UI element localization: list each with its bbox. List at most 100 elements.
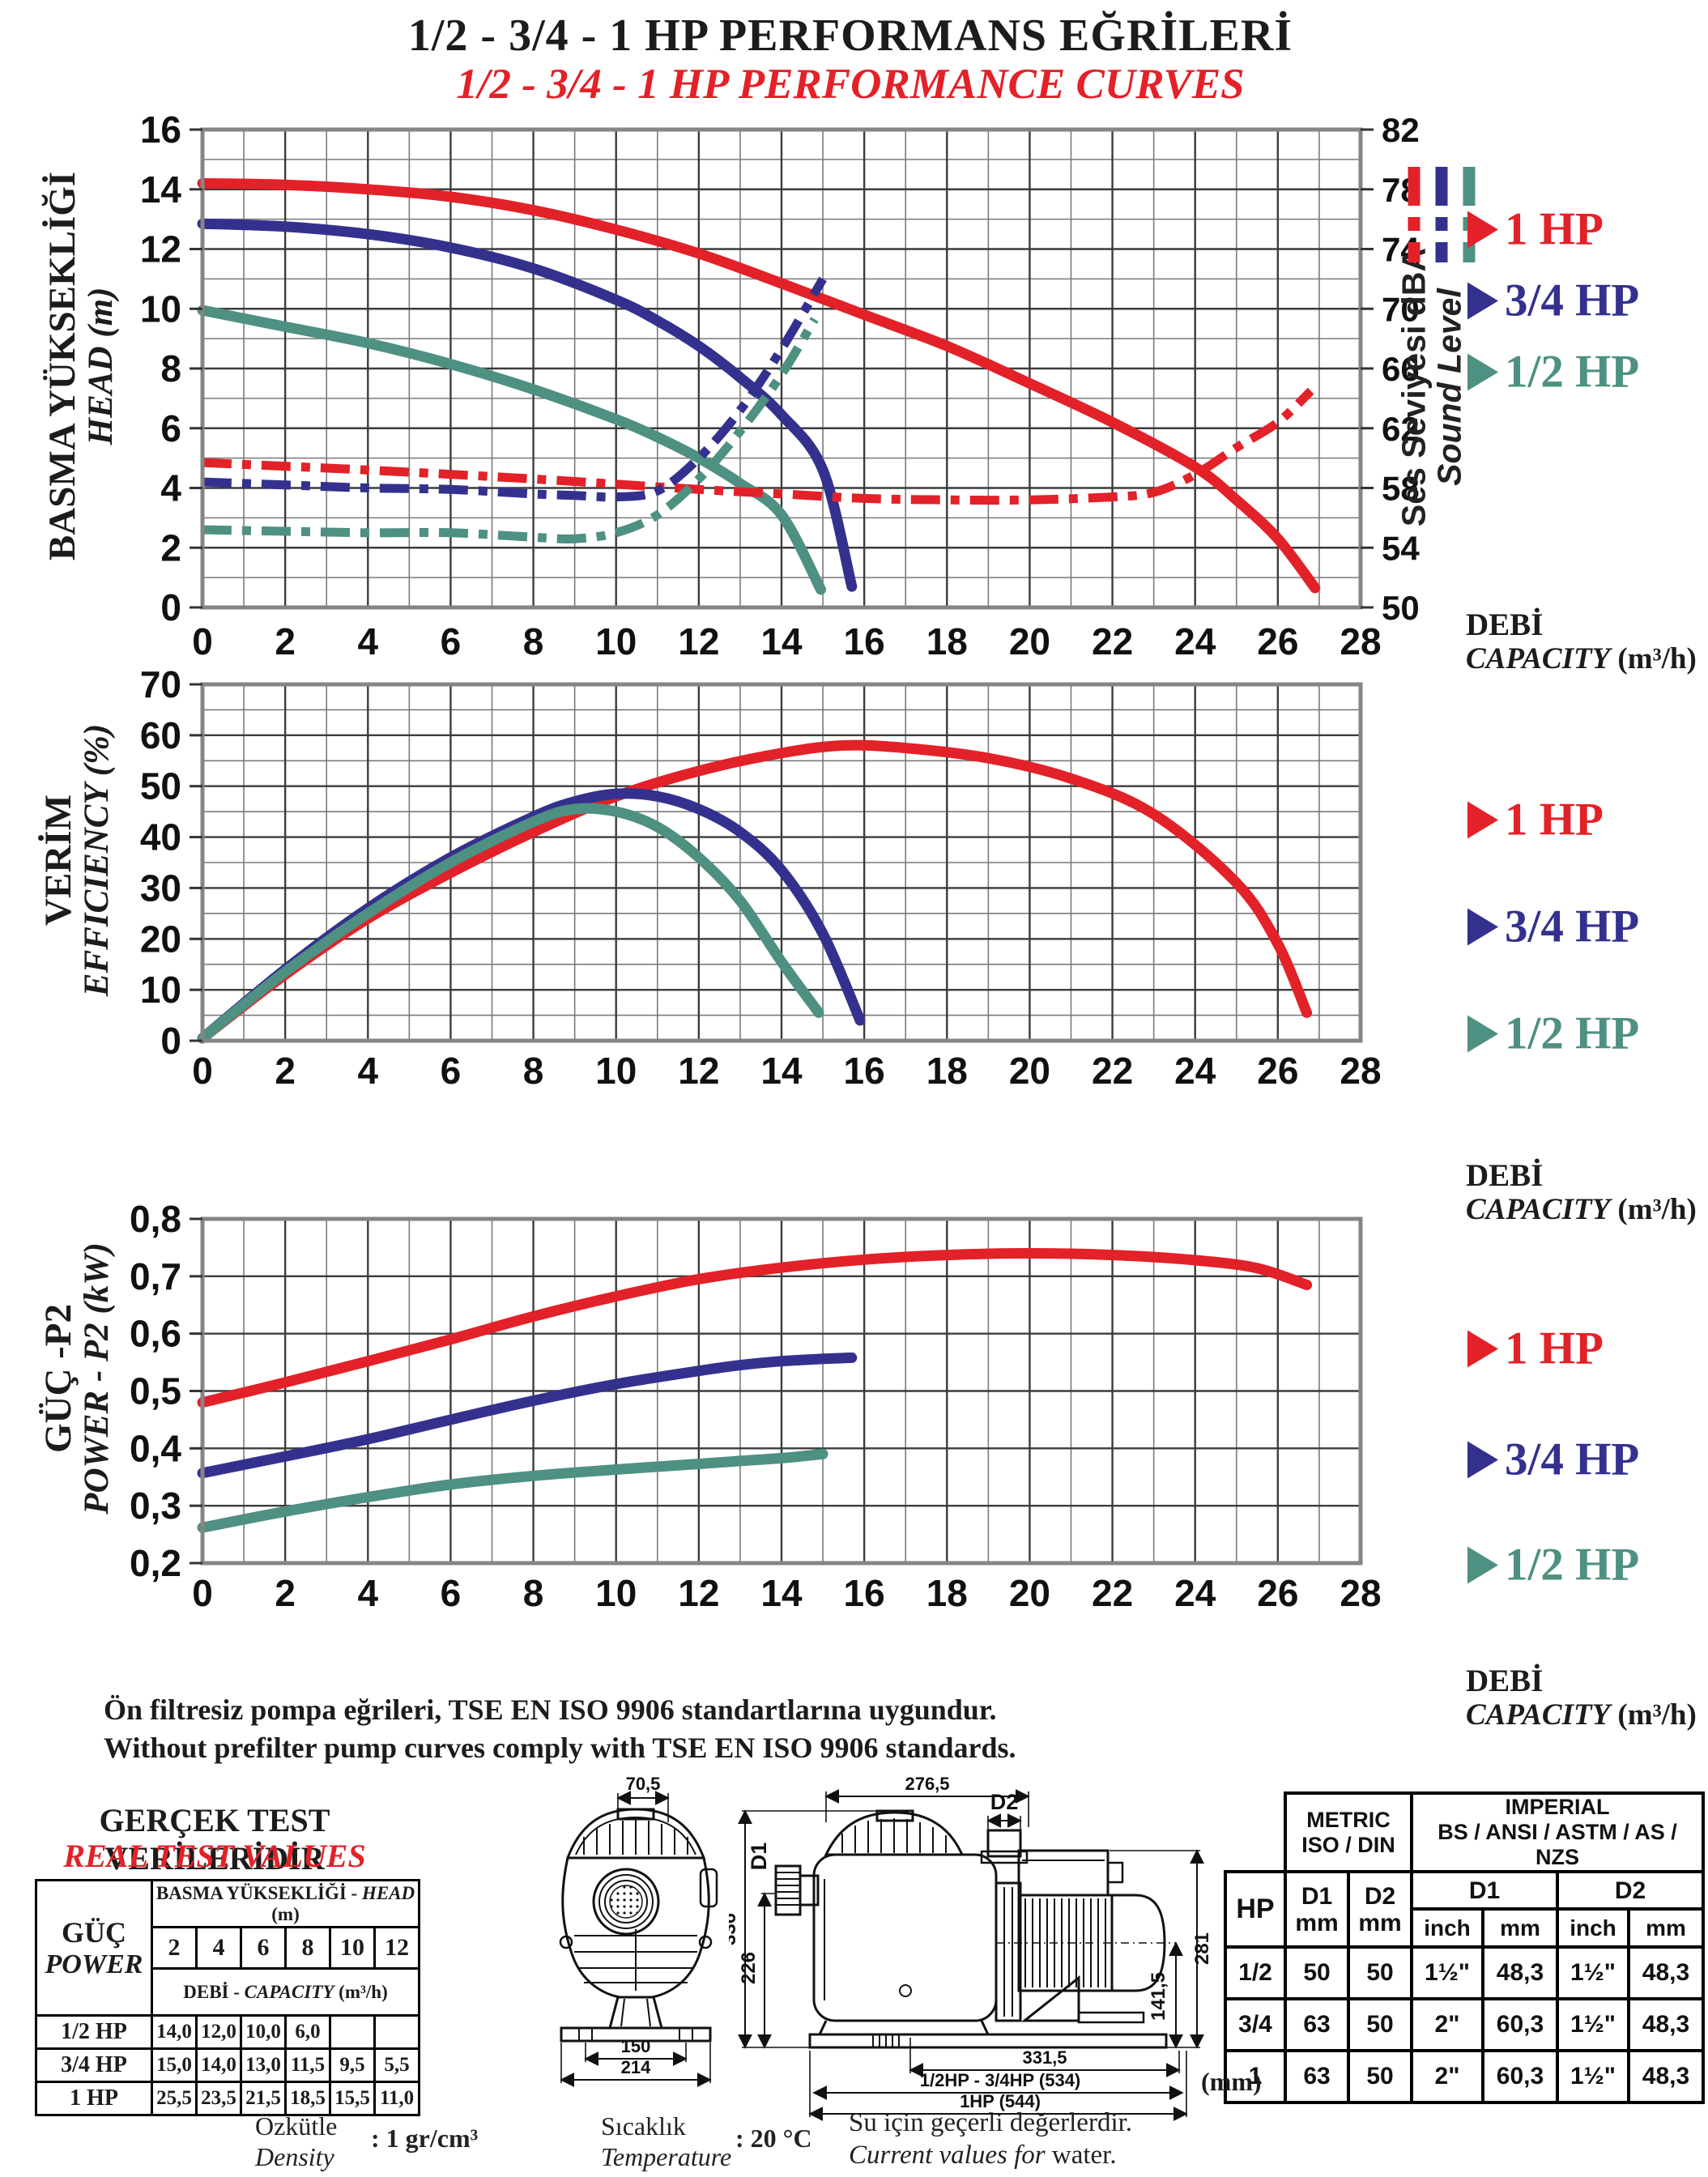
svg-text:0,7: 0,7 — [130, 1255, 181, 1297]
table-row: 1/2 50 50 1½" 48,3 1½" 48,3 — [1224, 1945, 1705, 2001]
svg-text:28: 28 — [1340, 1572, 1381, 1614]
svg-text:0,4: 0,4 — [130, 1427, 181, 1469]
svg-text:8: 8 — [160, 347, 181, 390]
pow-y-label-en: POWER - P2 (kW) — [78, 1242, 117, 1515]
legend-label: 3/4 HP — [1505, 901, 1640, 952]
legend-arrow-icon — [1467, 1441, 1498, 1478]
head-col: 2 — [151, 1926, 198, 1970]
eff-chart-x-axis-caption: DEBİ CAPACITY (m³/h) — [1466, 1159, 1697, 1227]
3-4-hp-sound-level-dba-curve — [202, 276, 827, 502]
row-label: 1/2 HP — [35, 2014, 153, 2050]
imperial-d2-header: D2 — [1556, 1870, 1705, 1911]
mm-unit-note: (mm) — [1201, 2067, 1262, 2096]
3-4-hp-efficiency-curve — [197, 788, 866, 1044]
dim-336: 336 — [729, 1913, 740, 1945]
svg-text:14: 14 — [140, 168, 182, 211]
1-2-hp-head-curve — [197, 305, 826, 595]
real-test-title-tr: GERÇEK TEST VERİLERİDİR — [99, 1802, 330, 1877]
svg-text:28: 28 — [1340, 620, 1381, 662]
head-col: 8 — [284, 1926, 331, 1970]
svg-text:24: 24 — [1174, 1572, 1216, 1614]
hp-header: HP — [1224, 1870, 1287, 1949]
legend-arrow-icon — [1467, 353, 1498, 390]
legend-arrow-icon — [1467, 1546, 1498, 1583]
svg-text:26: 26 — [1257, 1050, 1298, 1092]
density-value: : 1 gr/cm³ — [371, 2124, 479, 2153]
svg-text:22: 22 — [1092, 1050, 1133, 1092]
svg-text:10: 10 — [140, 969, 181, 1011]
svg-text:12: 12 — [678, 1050, 719, 1092]
svg-text:16: 16 — [844, 620, 885, 662]
svg-text:16: 16 — [844, 1050, 885, 1092]
1-hp-efficiency-curve — [197, 739, 1313, 1044]
svg-text:4: 4 — [357, 1050, 378, 1092]
note-tr: Ön filtresiz pompa eğrileri, TSE EN ISO … — [104, 1693, 997, 1726]
real-test-title-en: REAL TEST VALUES — [63, 1838, 366, 1874]
page-title: 1/2 - 3/4 - 1 HP PERFORMANS EĞRİLERİ — [407, 11, 1293, 61]
legend-item-1hp: 1 HP — [1467, 203, 1604, 256]
svg-text:70: 70 — [140, 664, 181, 705]
svg-text:20: 20 — [1009, 1572, 1050, 1614]
svg-text:6: 6 — [160, 407, 181, 449]
legend-label: 1 HP — [1505, 794, 1604, 846]
1-hp-sound-level-dba-curve — [202, 387, 1314, 505]
power-header-cell: GÜÇ POWER — [35, 1879, 153, 2017]
svg-text:12: 12 — [678, 620, 719, 662]
dim-214: 214 — [621, 2057, 651, 2077]
3-4-hp-head-curve — [197, 218, 858, 592]
table-row: 3/4 63 50 2" 60,3 1½" 48,3 — [1224, 1997, 1705, 2053]
legend-arrow-icon — [1467, 908, 1498, 945]
svg-text:20: 20 — [140, 918, 181, 960]
svg-text:0,6: 0,6 — [130, 1313, 181, 1355]
legend-item-34hp: 3/4 HP — [1467, 901, 1639, 953]
svg-text:0,5: 0,5 — [130, 1370, 181, 1412]
svg-text:0,3: 0,3 — [130, 1485, 181, 1527]
svg-text:10: 10 — [595, 1050, 637, 1092]
svg-text:6: 6 — [441, 1572, 462, 1614]
svg-text:0,2: 0,2 — [130, 1542, 181, 1584]
1-2-hp-sound-level-dba-curve — [202, 317, 819, 543]
temperature-label: Sıcaklık Temperature — [601, 2111, 732, 2172]
svg-text:4: 4 — [160, 467, 181, 509]
legend-label: 1 HP — [1505, 203, 1604, 255]
svg-text:0: 0 — [192, 620, 213, 662]
legend-arrow-icon — [1467, 801, 1498, 838]
svg-text:22: 22 — [1092, 1572, 1133, 1614]
row-label: 3/4 HP — [35, 2047, 153, 2083]
sound-level-label-en: Sound Level — [1431, 288, 1468, 486]
svg-text:26: 26 — [1257, 620, 1298, 662]
1-hp-head-curve — [197, 177, 1321, 594]
capacity-label: CAPACITY (m³/h) — [1466, 641, 1697, 675]
imperial-header: IMPERIAL BS / ANSI / ASTM / AS / NZS — [1410, 1791, 1705, 1874]
head-y-label-tr: BASMA YÜKSEKLİĞİ — [40, 171, 83, 561]
svg-text:0,8: 0,8 — [130, 1199, 181, 1240]
svg-text:4: 4 — [357, 620, 378, 662]
capacity-label: CAPACITY (m³/h) — [1466, 1192, 1697, 1226]
legend-label: 3/4 HP — [1505, 1434, 1640, 1485]
svg-text:12: 12 — [678, 1572, 719, 1614]
svg-text:8: 8 — [523, 620, 544, 662]
pow-chart-y-axis-label: GÜÇ -P2 POWER - P2 (kW) — [37, 1242, 117, 1515]
head-col: 10 — [329, 1926, 376, 1970]
dim-70-5: 70,5 — [626, 1774, 661, 1794]
legend-item-12hp: 1/2 HP — [1467, 1539, 1639, 1591]
sound-level-axis-label: Ses Seviyesi dBA Sound Level — [1395, 248, 1468, 526]
svg-text:0: 0 — [192, 1050, 213, 1092]
head-col: 6 — [240, 1926, 287, 1970]
legend-arrow-icon — [1467, 1330, 1498, 1367]
pump-side-view-drawing: 276,5 D2 D1 — [729, 1774, 1213, 2121]
svg-text:60: 60 — [140, 714, 181, 756]
svg-text:26: 26 — [1257, 1572, 1298, 1614]
real-test-table: GÜÇ POWER BASMA YÜKSEKLİĞİ - HEAD (m) 2 … — [35, 1879, 420, 2116]
density-label: Özkütle Density — [255, 2111, 338, 2172]
legend-item-12hp: 1/2 HP — [1467, 1008, 1639, 1060]
note-en: Without prefilter pump curves comply wit… — [104, 1731, 1016, 1764]
svg-text:14: 14 — [760, 620, 803, 662]
legend-arrow-icon — [1467, 1015, 1498, 1052]
row-label: 1 HP — [35, 2081, 153, 2116]
eff-y-label-en: EFFICIENCY (%) — [78, 723, 117, 997]
svg-text:2: 2 — [160, 526, 181, 569]
svg-text:78: 78 — [1382, 171, 1420, 209]
